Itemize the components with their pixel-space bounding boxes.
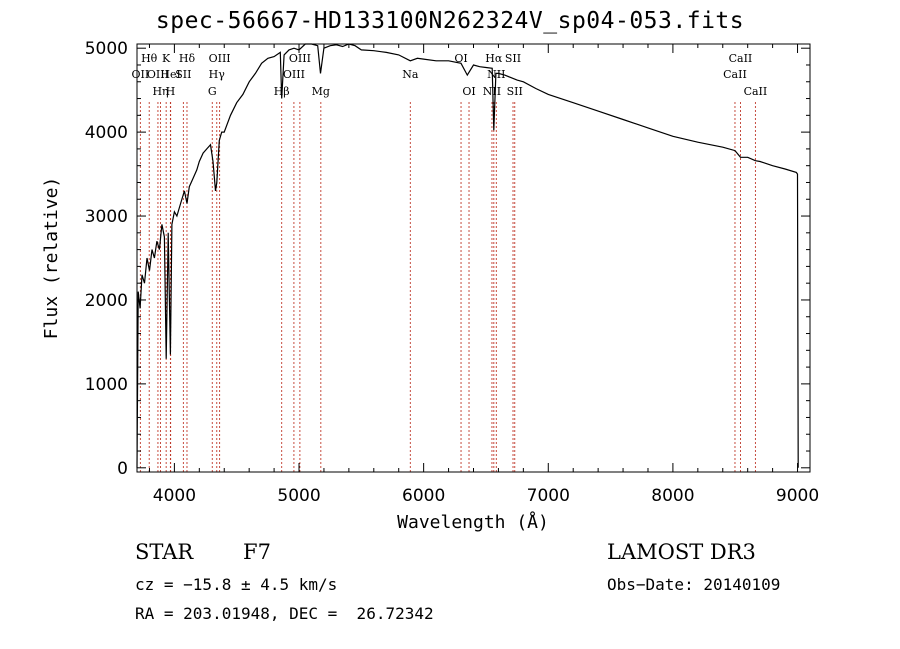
line-label: Hη [152, 85, 168, 98]
line-label: Hβ [274, 85, 290, 98]
spectrum-series [136, 43, 799, 468]
line-label: G [208, 85, 217, 98]
x-tick-label: 8000 [651, 486, 694, 506]
line-label: OII [132, 68, 150, 81]
x-tick-label: 5000 [277, 486, 320, 506]
plot-frame [136, 43, 811, 473]
line-label: H [166, 85, 176, 98]
coordinates: RA = 203.01948, DEC = 26.72342 [135, 604, 434, 623]
survey-name: LAMOST DR3 [607, 540, 756, 564]
y-tick-label: 3000 [85, 207, 128, 227]
y-tick-label: 2000 [85, 291, 128, 311]
line-label: OI [454, 52, 467, 65]
chart-title: spec-56667-HD133100N262324V_sp04-053.fit… [155, 8, 745, 34]
line-label: NII [487, 68, 505, 81]
line-label: Mg [312, 85, 330, 98]
cz-value: cz = −15.8 ± 4.5 km/s [135, 575, 338, 594]
axis-ticks: 4000 5000 6000 7000 8000 9000 0 1000 2000 3000 400… [85, 39, 819, 506]
line-label: OIII [289, 52, 311, 65]
line-label: Na [402, 68, 419, 81]
line-label: HeI [160, 68, 180, 81]
y-tick-label: 1000 [85, 375, 128, 395]
line-label: CaII [744, 85, 768, 98]
x-tick-label: 6000 [402, 486, 445, 506]
line-label: OI [462, 85, 475, 98]
x-axis-label: Wavelength (Å) [397, 511, 549, 533]
line-label: Hθ [141, 52, 158, 65]
object-class: STAR [135, 540, 194, 564]
line-label: OIII [283, 68, 305, 81]
x-tick-label: 9000 [776, 486, 819, 506]
line-label: NII [483, 85, 501, 98]
line-label: CaII [729, 52, 753, 65]
line-label: SII [507, 85, 523, 98]
x-tick-label: 7000 [527, 486, 570, 506]
line-label: Hδ [179, 52, 196, 65]
emission-line-markers [139, 102, 756, 472]
line-label: OIII [147, 68, 169, 81]
y-axis-label: Flux (relative) [41, 177, 62, 340]
spectrum-line [136, 43, 799, 468]
y-tick-label: 0 [117, 459, 128, 479]
line-label: OIII [209, 52, 231, 65]
x-tick-label: 4000 [153, 486, 196, 506]
line-label: CaII [723, 68, 747, 81]
line-label: SII [175, 68, 191, 81]
obs-date: Obs−Date: 20140109 [607, 575, 781, 594]
emission-line-labels: OII Hθ OIII Hη K HeI H Hδ SII OIII Hγ G Hβ OIII OIII Mg… [132, 52, 768, 98]
line-label: Hγ [209, 68, 226, 81]
line-label: K [162, 52, 171, 65]
object-subclass: F7 [243, 540, 271, 564]
y-tick-label: 5000 [85, 39, 128, 59]
y-tick-label: 4000 [85, 123, 128, 143]
line-label: SII [505, 52, 521, 65]
line-label: Hα [485, 52, 503, 65]
